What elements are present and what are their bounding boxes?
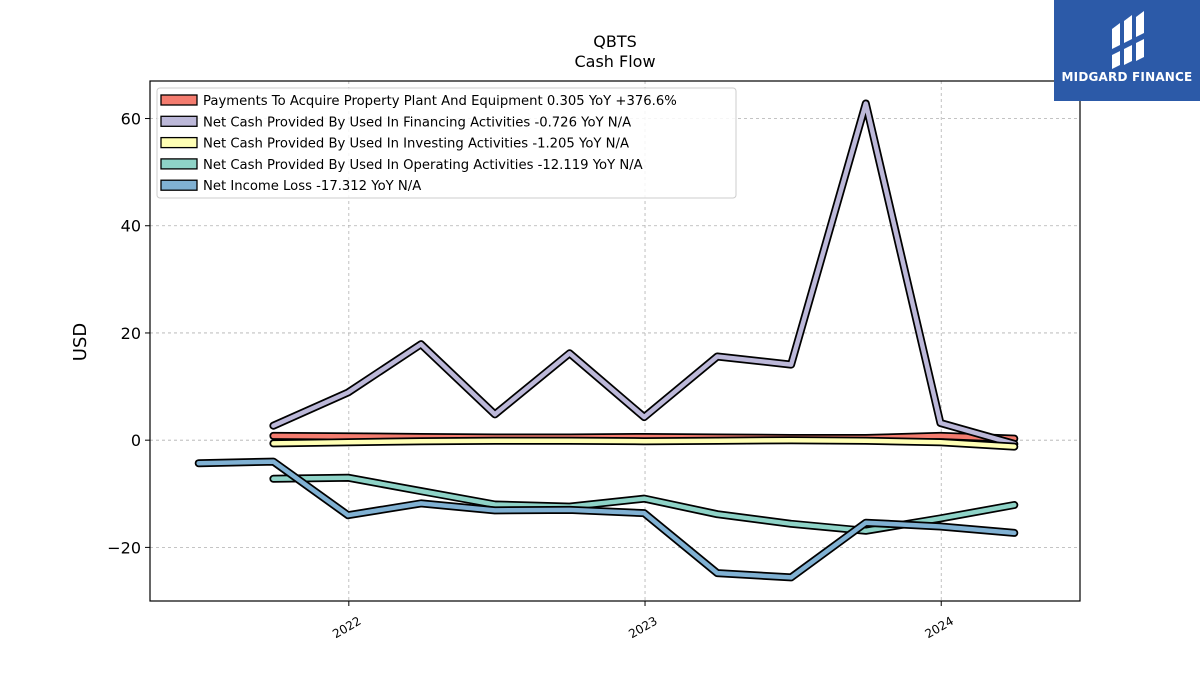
series-line: [271, 437, 1017, 449]
legend-label: Net Income Loss -17.312 YoY N/A: [203, 179, 421, 194]
legend-label: Net Cash Provided By Used In Financing A…: [203, 115, 631, 130]
midgard-logo-icon: [1112, 11, 1144, 69]
brand-name: MIDGARD FINANCE: [1061, 70, 1193, 84]
legend-swatch: [160, 94, 198, 106]
y-tick-label: 20: [121, 324, 141, 343]
series-line: [196, 459, 1017, 580]
y-tick-label: 40: [121, 217, 141, 236]
legend-label: Payments To Acquire Property Plant And E…: [203, 94, 677, 109]
series-1: [269, 99, 1019, 448]
legend-swatch: [160, 158, 198, 170]
series-2: [269, 436, 1019, 451]
x-tick-label: 2024: [923, 614, 956, 641]
series-line: [271, 101, 1017, 447]
legend: Payments To Acquire Property Plant And E…: [156, 87, 737, 199]
legend-label: Net Cash Provided By Used In Investing A…: [203, 137, 629, 152]
plot-area-frame: [149, 80, 1081, 602]
legend-box: [156, 87, 737, 199]
series-lines: [194, 99, 1019, 582]
chart-title: QBTS: [593, 32, 637, 51]
legend-swatch: [160, 115, 198, 127]
y-tick-label: 0: [131, 431, 141, 450]
x-tick-label: 2022: [330, 614, 363, 641]
y-tick-label: −20: [107, 538, 141, 557]
chart-subtitle: Cash Flow: [574, 52, 655, 71]
x-tick-label: 2023: [626, 614, 659, 641]
legend-swatch: [160, 179, 198, 191]
legend-swatch: [160, 136, 198, 149]
series-4: [194, 457, 1019, 582]
y-axis-label: USD: [70, 323, 91, 361]
y-tick-label: 60: [121, 110, 141, 129]
legend-label: Net Cash Provided By Used In Operating A…: [203, 158, 643, 173]
brand-logo: MIDGARD FINANCE: [1054, 0, 1200, 101]
